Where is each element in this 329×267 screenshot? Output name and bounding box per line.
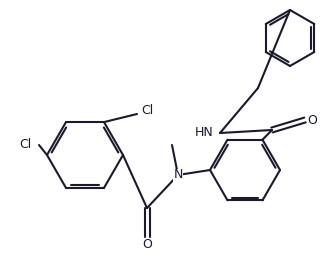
Text: N: N <box>173 168 183 182</box>
Text: O: O <box>307 113 317 127</box>
Text: O: O <box>142 238 152 252</box>
Text: HN: HN <box>194 127 213 139</box>
Text: Cl: Cl <box>19 139 31 151</box>
Text: Cl: Cl <box>141 104 153 116</box>
